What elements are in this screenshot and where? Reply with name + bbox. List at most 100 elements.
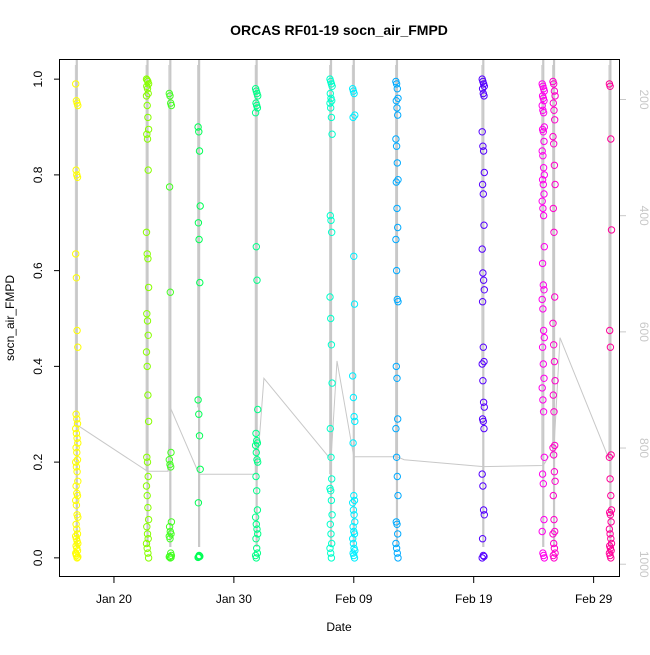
data-point-9-20: [540, 190, 548, 198]
data-point-8-12: [479, 190, 487, 198]
data-point-1-36: [143, 544, 151, 552]
data-point-4-24: [254, 530, 262, 538]
data-point-1-34: [144, 535, 152, 543]
data-point-2-21: [165, 553, 174, 561]
data-point-3-2: [195, 147, 204, 155]
data-point-1-23: [144, 391, 152, 399]
data-point-4-21: [251, 513, 260, 521]
data-point-7-31: [394, 554, 402, 562]
data-point-6-2: [350, 89, 358, 98]
data-point-1-28: [142, 482, 151, 490]
data-point-6-21: [349, 535, 357, 543]
data-point-9-23: [539, 211, 548, 220]
data-point-11-2: [607, 135, 615, 143]
data-point-9-19: [539, 180, 547, 189]
data-point-7-15: [392, 266, 401, 275]
data-point-0-33: [73, 525, 81, 533]
chart-title: ORCAS RF01-19 socn_air_FMPD: [230, 22, 448, 38]
data-point-3-7: [194, 396, 202, 404]
data-point-5-15: [327, 314, 335, 323]
data-point-1-3: [144, 80, 153, 88]
y-tick-label-3: 0.6: [31, 262, 45, 279]
data-point-8-32: [478, 535, 487, 543]
data-point-4-20: [253, 506, 262, 514]
data-point-1-20: [144, 331, 152, 339]
data-point-5-18: [326, 424, 334, 433]
data-point-3-9: [195, 432, 204, 440]
data-point-11-12: [606, 511, 615, 519]
data-point-2-6: [167, 448, 175, 457]
data-point-11-5: [606, 343, 615, 351]
data-point-0-9: [73, 326, 81, 335]
right-tick-label-2: 600: [637, 322, 650, 342]
data-point-10-33: [550, 554, 558, 562]
data-point-7-17: [394, 298, 402, 306]
data-point-2-3: [167, 101, 176, 110]
data-point-7-28: [392, 539, 400, 548]
data-point-0-25: [72, 482, 80, 490]
data-point-11-15: [606, 530, 614, 538]
data-point-3-0: [194, 123, 202, 131]
data-point-8-10: [480, 168, 488, 177]
data-point-3-3: [196, 202, 204, 210]
data-point-3-6: [196, 278, 204, 287]
data-point-2-15: [166, 535, 174, 543]
data-point-8-17: [480, 286, 488, 294]
data-point-1-10: [144, 125, 153, 134]
data-point-0-14: [72, 424, 80, 433]
data-point-8-30: [479, 506, 488, 514]
data-point-9-34: [540, 374, 548, 382]
data-point-0-27: [73, 491, 82, 500]
data-point-3-16: [195, 552, 204, 560]
data-point-8-7: [478, 128, 486, 136]
data-point-1-8: [143, 101, 151, 110]
data-point-9-45: [540, 554, 548, 562]
data-point-6-4: [349, 113, 357, 122]
data-point-6-13: [350, 496, 359, 505]
data-point-0-46: [72, 550, 80, 558]
data-point-0-22: [72, 463, 81, 471]
data-point-5-11: [326, 211, 334, 220]
data-point-4-9: [253, 276, 261, 284]
data-point-4-14: [251, 441, 260, 450]
data-point-7-27: [394, 530, 402, 538]
data-point-1-22: [143, 362, 151, 371]
data-point-11-9: [607, 491, 615, 500]
data-point-10-17: [551, 377, 559, 385]
data-point-9-35: [538, 384, 546, 392]
y-tick-label-4: 0.8: [31, 166, 45, 183]
data-point-11-7: [605, 453, 614, 461]
data-point-5-24: [328, 511, 336, 519]
data-point-7-1: [392, 80, 401, 88]
data-point-2-7: [165, 456, 174, 464]
data-point-1-17: [144, 283, 153, 292]
data-point-11-3: [607, 226, 616, 234]
data-point-9-29: [539, 305, 547, 313]
data-point-9-30: [539, 326, 548, 335]
data-point-10-11: [549, 204, 557, 213]
data-point-1-21: [142, 348, 151, 356]
data-point-11-23: [607, 554, 615, 562]
data-point-5-10: [328, 130, 336, 138]
data-point-7-6: [394, 111, 402, 119]
right-tick-label-0: 200: [637, 89, 650, 109]
data-point-9-37: [539, 408, 548, 416]
data-point-1-33: [143, 530, 152, 538]
data-point-2-9: [167, 463, 175, 471]
data-point-10-25: [549, 491, 557, 500]
data-point-4-23: [253, 525, 261, 533]
data-point-1-18: [143, 310, 151, 318]
data-point-9-12: [539, 128, 547, 136]
data-point-0-31: [74, 513, 82, 521]
data-point-6-15: [349, 506, 358, 514]
data-point-9-22: [539, 204, 547, 213]
data-point-10-3: [551, 92, 559, 100]
x-tick-label-2: Feb 09: [335, 592, 373, 606]
data-point-7-7: [392, 135, 400, 143]
data-point-9-13: [540, 137, 548, 146]
data-point-9-40: [539, 480, 547, 488]
data-point-1-25: [143, 453, 151, 461]
data-point-9-15: [539, 152, 547, 160]
x-axis-label: Date: [326, 620, 352, 634]
